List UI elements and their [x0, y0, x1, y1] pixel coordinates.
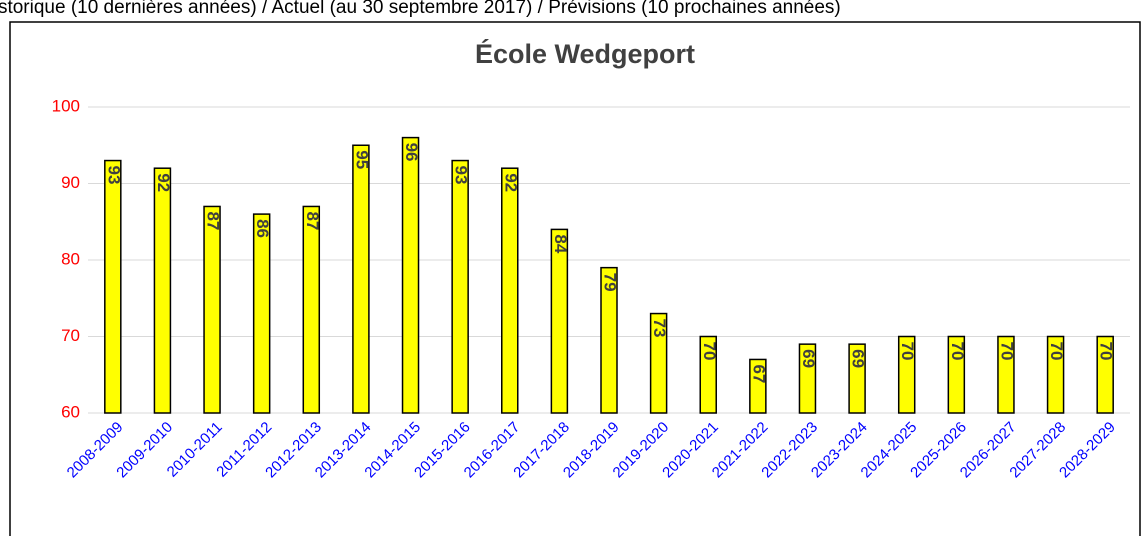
value-label: 70	[1097, 342, 1116, 361]
value-label: 67	[749, 364, 768, 383]
value-label: 87	[303, 211, 322, 230]
bar	[798, 343, 817, 414]
value-label: 73	[650, 319, 669, 338]
bar	[252, 213, 271, 414]
value-label: 92	[154, 173, 173, 192]
bar	[203, 205, 221, 414]
bar	[600, 266, 618, 414]
bar	[104, 159, 122, 414]
value-label: 86	[253, 219, 272, 238]
bar	[848, 343, 866, 414]
value-label: 70	[700, 342, 719, 361]
y-tick-label: 60	[61, 402, 80, 421]
y-tick-label: 80	[61, 249, 80, 268]
bar	[352, 144, 370, 414]
chart-title: École Wedgeport	[475, 38, 695, 69]
bar	[649, 312, 668, 414]
y-tick-label: 90	[61, 173, 80, 192]
chart-frame	[9, 21, 1141, 536]
value-label: 93	[452, 166, 471, 185]
bar	[997, 335, 1015, 414]
value-label: 69	[799, 349, 818, 368]
y-tick-label: 100	[52, 96, 80, 115]
value-label: 92	[501, 173, 520, 192]
value-label: 70	[948, 342, 967, 361]
bar	[401, 136, 420, 414]
value-label: 70	[1047, 342, 1066, 361]
bar	[550, 228, 569, 414]
value-label: 93	[104, 166, 123, 185]
value-label: 79	[601, 273, 620, 292]
bar	[451, 159, 469, 414]
value-label: 69	[849, 349, 868, 368]
bar	[1096, 335, 1114, 414]
value-label: 95	[352, 150, 371, 169]
value-label: 87	[204, 211, 223, 230]
bar	[1046, 335, 1065, 414]
bar	[947, 335, 966, 414]
bar	[501, 167, 519, 414]
page-header: Historique (10 dernières années) / Actue…	[0, 0, 841, 18]
bar	[897, 335, 916, 414]
bar	[153, 167, 172, 414]
bar	[302, 205, 321, 414]
value-label: 70	[997, 342, 1016, 361]
value-label: 96	[402, 143, 421, 162]
value-label: 70	[898, 342, 917, 361]
bar	[749, 358, 767, 414]
bar	[699, 335, 717, 414]
value-label: 84	[551, 234, 570, 253]
y-tick-label: 70	[61, 326, 80, 345]
